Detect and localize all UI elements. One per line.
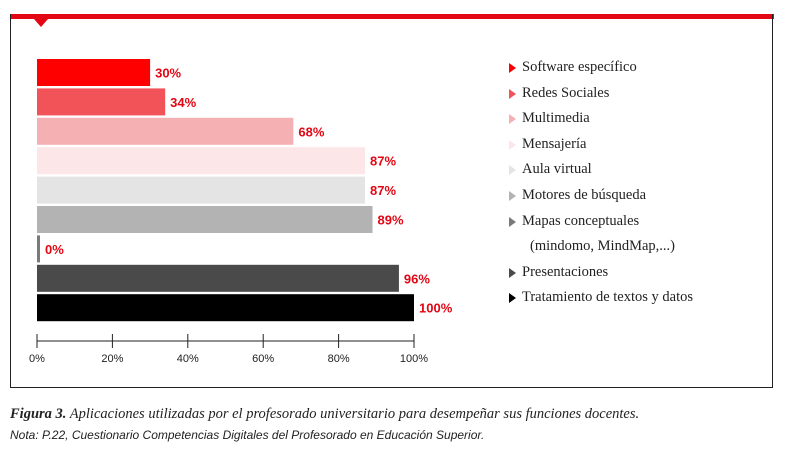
legend-label: Tratamiento de textos y datos <box>522 289 694 306</box>
legend-item: Software específico <box>508 58 768 84</box>
bar <box>37 176 365 204</box>
bar <box>37 59 151 86</box>
bar <box>37 206 373 233</box>
bar-value-label: 87% <box>370 154 396 169</box>
legend-marker-icon <box>509 114 516 125</box>
figure-caption: Figura 3. Aplicaciones utilizadas por el… <box>10 405 780 423</box>
legend-marker-icon <box>509 63 516 73</box>
legend-label: Aula virtual <box>522 161 592 178</box>
legend-marker-icon <box>509 139 516 150</box>
figure-number: Figura 3. <box>10 406 67 422</box>
legend-item: Mensajería <box>508 135 768 161</box>
legend-item: Multimedia <box>508 109 768 135</box>
legend-marker-icon <box>509 267 516 278</box>
x-tick-label: 80% <box>328 353 350 365</box>
bar-value-label: 30% <box>155 66 181 81</box>
bar-value-label: 68% <box>298 124 324 139</box>
bar <box>37 294 414 322</box>
bar <box>37 264 399 292</box>
legend-item: Aula virtual <box>508 160 768 186</box>
legend-marker-icon <box>509 293 516 304</box>
legend-item: Redes Sociales <box>508 84 768 110</box>
bar-value-label: 100% <box>419 301 453 316</box>
legend-item-continuation: (mindomo, MindMap,...) <box>530 238 675 255</box>
figure-note: Nota: P.22, Cuestionario Competencias Di… <box>10 428 485 442</box>
x-tick-label: 0% <box>29 353 45 365</box>
legend-label: Presentaciones <box>522 263 609 280</box>
legend-label: Motores de búsqueda <box>522 186 647 203</box>
legend-marker-icon <box>509 88 516 99</box>
bar-value-label: 0% <box>45 242 64 257</box>
legend-item: Tratamiento de textos y datos <box>508 288 768 314</box>
legend-label: Mensajería <box>522 135 587 152</box>
header-notch <box>34 19 48 27</box>
legend-label: Redes Sociales <box>522 84 610 101</box>
bar-value-label: 87% <box>370 183 396 198</box>
header-rule <box>10 14 774 19</box>
bar <box>37 88 166 116</box>
legend-item: Presentaciones <box>508 263 768 289</box>
x-tick-label: 100% <box>400 353 428 365</box>
bar-value-label: 34% <box>170 95 196 110</box>
legend-label: Mapas conceptuales <box>522 212 640 229</box>
bar <box>37 235 40 263</box>
legend-marker-icon <box>509 165 516 176</box>
bar <box>37 117 294 145</box>
x-tick-label: 20% <box>101 353 123 365</box>
x-tick-label: 40% <box>177 353 199 365</box>
legend-item: Motores de búsqueda <box>508 186 768 212</box>
legend-item: Mapas conceptuales <box>508 212 768 238</box>
chart-legend: Software específico Redes Sociales Multime… <box>508 58 768 314</box>
bar-value-label: 89% <box>378 213 404 228</box>
bar <box>37 147 365 175</box>
bar-value-label: 96% <box>404 271 430 286</box>
x-tick-label: 60% <box>252 353 274 365</box>
legend-marker-icon <box>509 216 516 227</box>
legend-marker-icon <box>509 190 516 201</box>
figure-caption-text: Aplicaciones utilizadas por el profesora… <box>69 406 640 422</box>
legend-label: Software específico <box>522 59 637 75</box>
figure-frame <box>10 14 773 388</box>
legend-label: Multimedia <box>522 110 590 127</box>
